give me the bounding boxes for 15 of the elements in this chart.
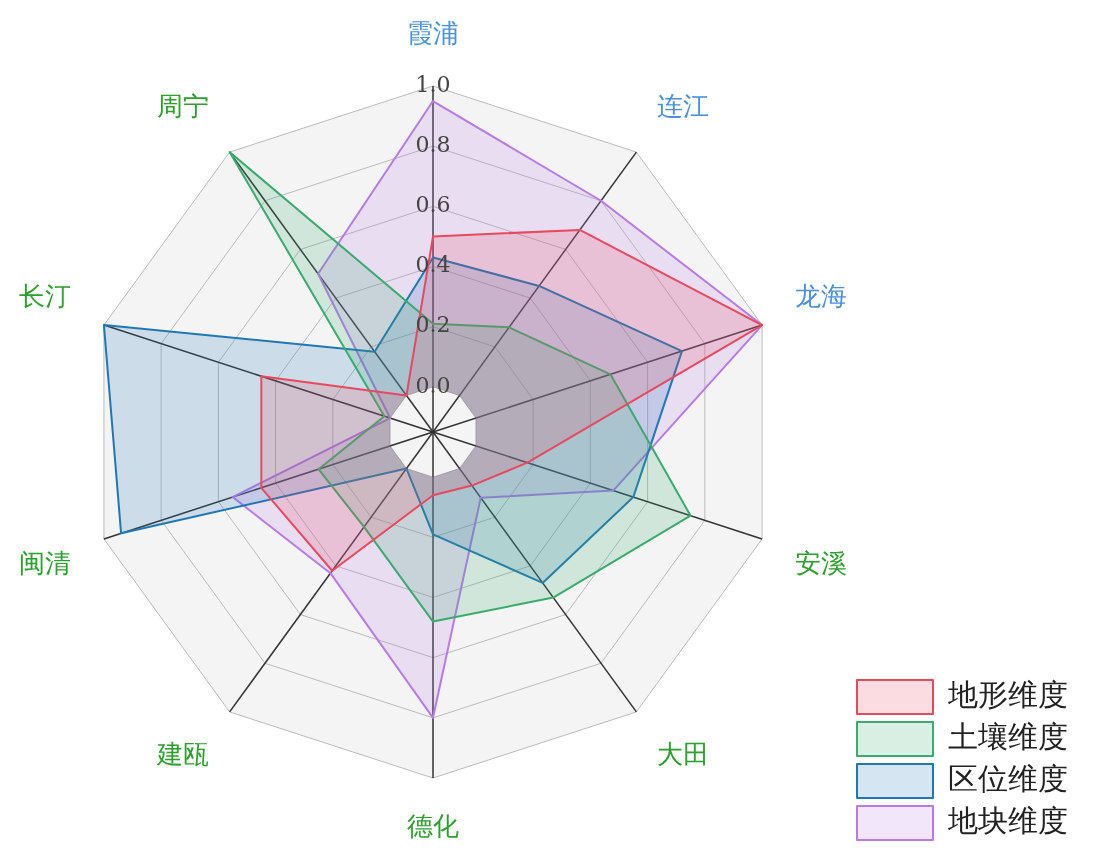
spoke-label: 建瓯: [156, 738, 210, 769]
spoke-label: 霞浦: [407, 18, 459, 49]
legend-label: 地块维度: [947, 802, 1068, 838]
y-tick-label: 1.0: [415, 71, 451, 97]
spoke-label: 德化: [407, 811, 459, 842]
legend-label: 区位维度: [948, 760, 1068, 796]
spoke-label: 闽清: [18, 548, 71, 579]
spoke-label: 周宁: [157, 90, 210, 121]
spoke-label: 安溪: [795, 548, 848, 579]
spoke-label: 长汀: [18, 281, 71, 312]
spoke-label: 龙海: [795, 281, 848, 312]
legend-label: 地形维度: [947, 676, 1068, 712]
spoke-label: 大田: [656, 738, 709, 769]
spoke-label: 连江: [656, 90, 709, 121]
legend-label: 土壤维度: [948, 718, 1068, 754]
